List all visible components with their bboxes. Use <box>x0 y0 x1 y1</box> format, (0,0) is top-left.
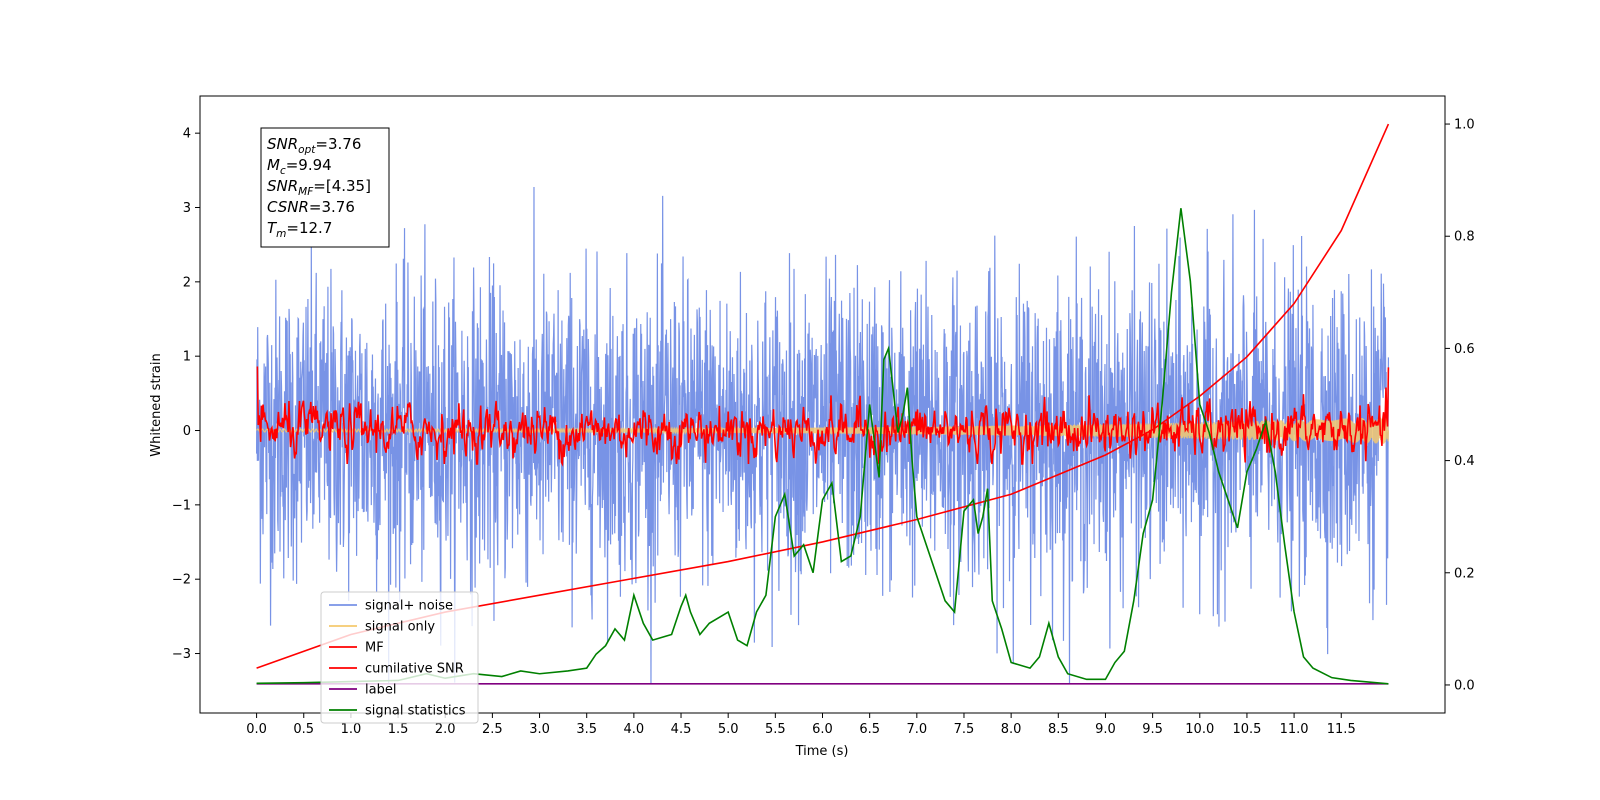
y-tick-label: −1 <box>172 498 191 513</box>
x-tick-label: 5.0 <box>718 722 739 737</box>
x-tick-label: 9.5 <box>1142 722 1163 737</box>
x-tick-label: 1.0 <box>341 722 362 737</box>
x-tick-label: 10.5 <box>1232 722 1261 737</box>
x-tick-label: 0.5 <box>293 722 314 737</box>
x-tick-label: 2.5 <box>482 722 503 737</box>
y-axis-label: Whitened strain <box>149 353 164 456</box>
series-mf <box>256 366 1390 467</box>
legend-entry: label <box>365 683 396 698</box>
x-tick-label: 9.0 <box>1095 722 1116 737</box>
x-tick-label: 8.0 <box>1001 722 1022 737</box>
x-tick-label: 10.0 <box>1185 722 1214 737</box>
x-tick-label: 3.0 <box>529 722 550 737</box>
annotation-line: Tm=12.7 <box>267 219 332 240</box>
y-tick-label: 4 <box>183 127 191 142</box>
y-tick-label: 2 <box>183 275 191 290</box>
x-tick-label: 7.0 <box>906 722 927 737</box>
annotation-line: Mc=9.94 <box>267 156 332 177</box>
x-tick-label: 4.5 <box>671 722 692 737</box>
legend-entry: signal statistics <box>365 704 466 719</box>
annotation-line: SNRopt=3.76 <box>267 135 361 156</box>
series-signal-noise <box>255 187 1390 684</box>
y2-tick-label: 0.2 <box>1454 566 1475 581</box>
x-tick-label: 0.0 <box>246 722 267 737</box>
x-tick-label: 5.5 <box>765 722 786 737</box>
x-tick-label: 11.5 <box>1327 722 1356 737</box>
legend-entry: signal+ noise <box>365 599 453 614</box>
y-tick-label: −2 <box>172 573 191 588</box>
x-tick-label: 2.0 <box>435 722 456 737</box>
y2-tick-label: 0.8 <box>1454 230 1475 245</box>
x-tick-label: 8.5 <box>1048 722 1069 737</box>
y-axis-left: −3 −2 −1 0 1 2 3 4 <box>172 127 200 662</box>
x-tick-label: 4.0 <box>624 722 645 737</box>
x-tick-label: 7.5 <box>954 722 975 737</box>
y2-tick-label: 0.6 <box>1454 342 1475 357</box>
y2-tick-label: 0.0 <box>1454 678 1475 693</box>
y2-tick-label: 1.0 <box>1454 118 1475 133</box>
y-tick-label: −3 <box>172 647 191 662</box>
x-tick-label: 11.0 <box>1280 722 1309 737</box>
y-tick-label: 3 <box>183 201 191 216</box>
y-tick-label: 1 <box>183 350 191 365</box>
x-axis-label: Time (s) <box>795 744 849 759</box>
x-axis: 0.0 0.5 1.0 1.5 2.0 2.5 3.0 3.5 4.0 4.5 5.0 5.5 6.0 6… <box>246 713 1356 737</box>
x-tick-label: 1.5 <box>388 722 409 737</box>
legend-entry: signal only <box>365 620 435 635</box>
annotation-line: SNRMF=[4.35] <box>267 177 371 198</box>
legend-frame <box>320 591 479 724</box>
annotation-frame <box>260 127 390 248</box>
series-cumulative-snr <box>256 123 1390 669</box>
x-tick-label: 6.0 <box>812 722 833 737</box>
legend: signal+ noise signal only MF cumilative SNR… <box>320 591 479 724</box>
annotation-line: CSNR=3.76 <box>267 198 355 216</box>
x-tick-label: 6.5 <box>859 722 880 737</box>
legend-entry: cumilative SNR <box>365 662 464 677</box>
y-tick-label: 0 <box>183 424 191 439</box>
y2-tick-label: 0.4 <box>1454 454 1475 469</box>
legend-entry: MF <box>365 641 384 656</box>
x-tick-label: 3.5 <box>576 722 597 737</box>
y-axis-right: 0.0 0.2 0.4 0.6 0.8 1.0 <box>1445 118 1475 693</box>
series-signal-statistics <box>256 208 1389 685</box>
